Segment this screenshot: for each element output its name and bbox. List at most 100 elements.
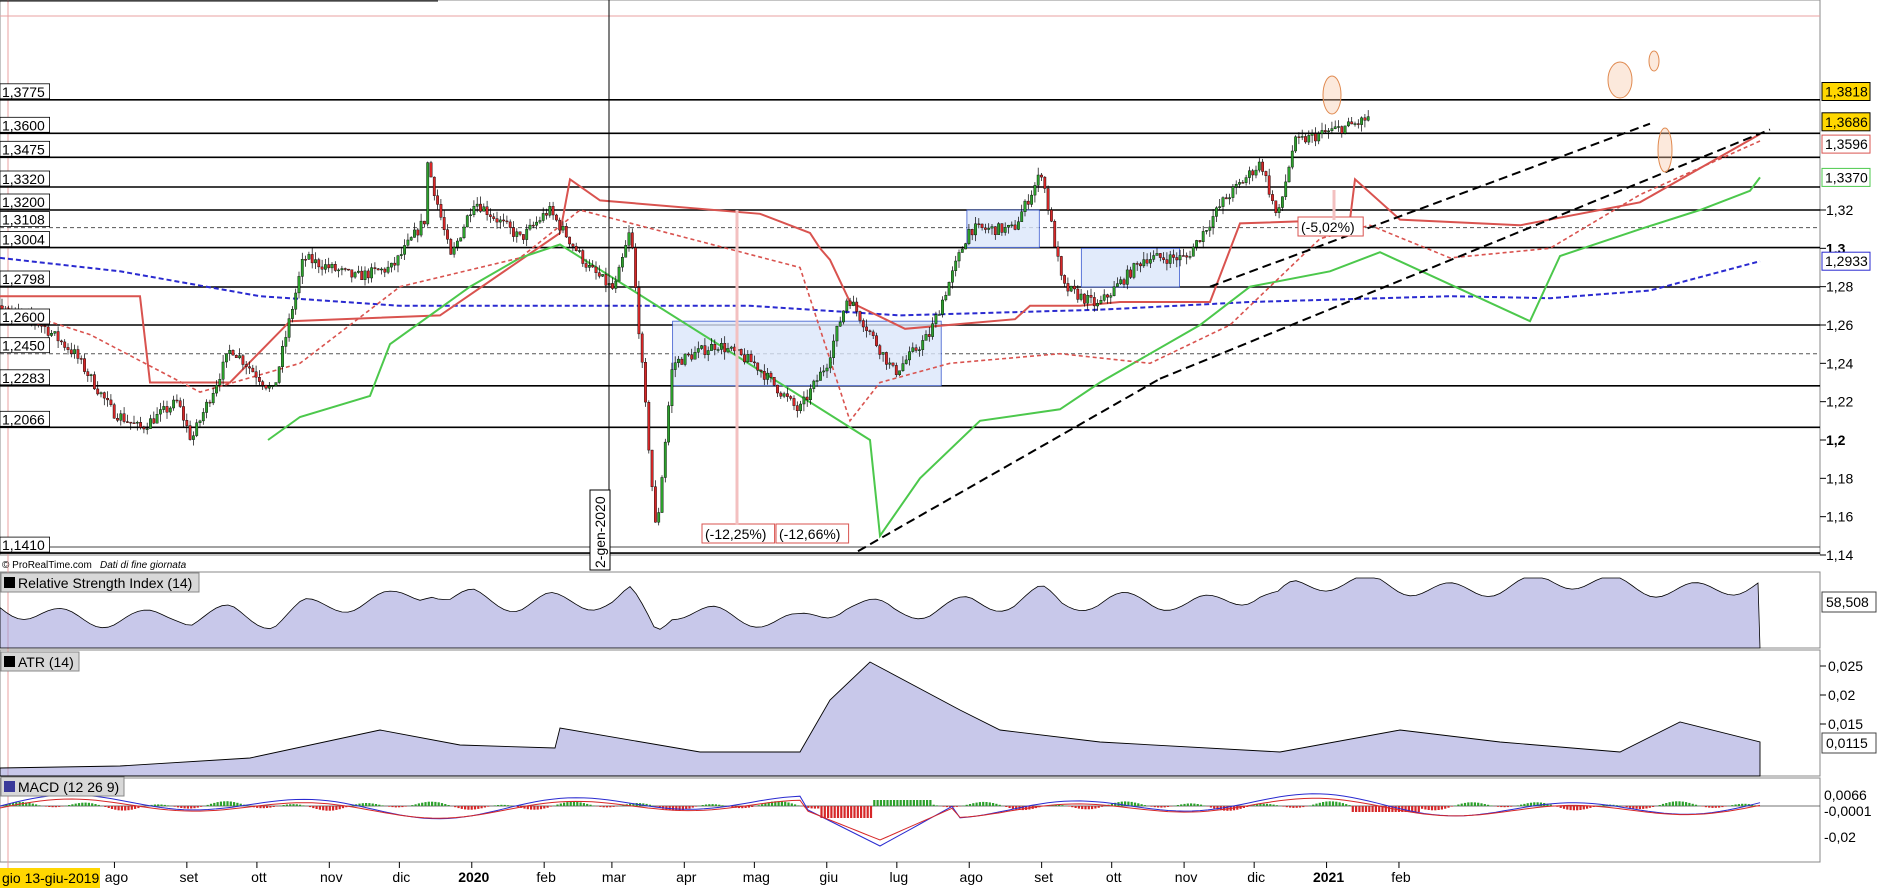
- macd-bar: [691, 806, 694, 808]
- macd-bar: [1341, 803, 1344, 806]
- macd-bar: [434, 801, 437, 806]
- candle-body: [515, 231, 519, 237]
- macd-value-2: -0,0001: [1824, 803, 1872, 819]
- candle-body: [1036, 174, 1040, 186]
- date-cursor-box: [589, 489, 611, 571]
- candle-body: [307, 254, 311, 260]
- macd-bar: [1500, 806, 1503, 808]
- macd-bar: [1315, 803, 1318, 806]
- candle-body: [125, 421, 129, 423]
- macd-bar: [1252, 805, 1255, 806]
- level-label-box: [0, 308, 50, 325]
- macd-bar: [1744, 803, 1747, 806]
- macd-bar: [955, 806, 958, 807]
- macd-bar: [1483, 804, 1486, 806]
- macd-bar: [107, 806, 110, 808]
- candle-body: [172, 399, 175, 409]
- macd-bar: [1737, 804, 1740, 806]
- month-label: mag: [743, 869, 770, 885]
- month-label: ott: [251, 869, 267, 885]
- candle-body: [1122, 279, 1126, 285]
- macd-bar: [1741, 803, 1744, 806]
- axis-tick-label: 1,28: [1826, 279, 1853, 295]
- macd-bar: [1061, 805, 1064, 806]
- macd-bar: [233, 802, 236, 806]
- candle-body: [1228, 197, 1232, 200]
- macd-bar: [124, 806, 127, 811]
- candle-body: [267, 386, 271, 389]
- candle-body: [970, 228, 974, 236]
- macd-bar: [566, 802, 569, 806]
- macd-bar: [282, 805, 285, 806]
- candle-body: [248, 366, 251, 369]
- macd-bar: [299, 804, 302, 806]
- level-label: 1,2283: [2, 370, 45, 386]
- candle-body: [937, 314, 941, 316]
- macd-bar: [731, 806, 734, 808]
- candle-body: [1158, 253, 1162, 258]
- candle-body: [1043, 176, 1047, 189]
- candle-body: [898, 370, 902, 375]
- macd-bar: [325, 806, 328, 811]
- candle-body: [1234, 183, 1238, 188]
- candle-body: [1059, 256, 1063, 276]
- macd-bar: [1312, 804, 1315, 806]
- candle-body: [370, 267, 373, 279]
- candle-body: [1280, 196, 1284, 208]
- macd-bar: [365, 803, 368, 806]
- price-badge-value: 1,3596: [1825, 136, 1868, 152]
- candle-body: [330, 264, 334, 269]
- macd-bar: [460, 806, 463, 809]
- macd-bar: [629, 803, 632, 806]
- candle-body: [383, 268, 387, 273]
- candle-body: [224, 353, 228, 363]
- price-badge-value: 1,3686: [1825, 114, 1868, 130]
- macd-bar: [685, 806, 688, 810]
- candle-body: [525, 228, 529, 240]
- macd-value-1: 0,0066: [1824, 787, 1867, 803]
- macd-bar: [322, 806, 325, 811]
- candle-body: [1277, 207, 1281, 214]
- macd-bar: [1602, 805, 1605, 806]
- macd-bar: [681, 806, 684, 811]
- macd-bar: [1467, 802, 1470, 806]
- macd-bar: [1196, 804, 1199, 806]
- macd-bar: [493, 805, 496, 806]
- candle-body: [578, 250, 581, 252]
- macd-bar: [1645, 806, 1648, 809]
- macd-bar: [292, 804, 295, 806]
- level-label-box: [0, 231, 50, 248]
- macd-bar: [1477, 802, 1480, 806]
- macd-bar: [929, 800, 932, 806]
- macd-bar: [1510, 806, 1513, 807]
- macd-bar: [919, 800, 922, 806]
- candle-body: [1254, 169, 1258, 176]
- candle-body: [776, 384, 779, 394]
- candle-body: [627, 232, 631, 246]
- macd-bar: [1124, 801, 1127, 806]
- candle-body: [215, 384, 218, 394]
- macd-bar: [97, 804, 100, 806]
- candle-body: [99, 392, 103, 395]
- macd-bar: [589, 804, 592, 806]
- macd-bar: [1523, 803, 1526, 806]
- candle-body: [654, 486, 657, 523]
- candle-body: [409, 237, 413, 241]
- macd-bar: [546, 806, 549, 808]
- candle-body: [733, 346, 737, 352]
- candle-body: [363, 270, 367, 280]
- candle-body: [551, 206, 555, 216]
- candle-body: [1343, 125, 1347, 134]
- candle-body: [485, 206, 489, 215]
- macd-bar: [1421, 806, 1424, 809]
- macd-bar: [84, 802, 87, 806]
- candle-body: [452, 246, 456, 255]
- candle-body: [1175, 257, 1179, 261]
- macd-bar: [536, 806, 539, 810]
- trend-line-low: [857, 377, 1161, 553]
- copyright-note: Dati di fine giornata: [100, 560, 187, 571]
- candle-body: [221, 361, 225, 380]
- macd-bar: [1368, 806, 1371, 812]
- candle-body: [660, 477, 664, 513]
- candle-body: [505, 220, 509, 223]
